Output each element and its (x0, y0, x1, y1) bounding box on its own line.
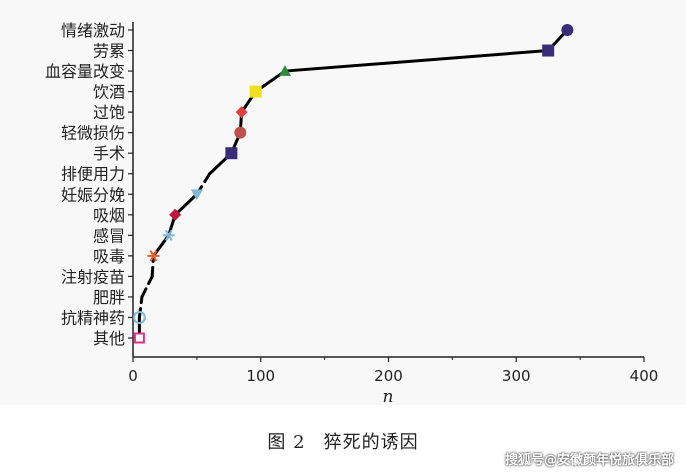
x-tick-label: 0 (128, 367, 138, 385)
y-tick-label: 轻微损伤 (61, 124, 125, 143)
data-point-15 (542, 44, 555, 57)
data-point-14 (279, 65, 292, 76)
data-point-7 (169, 208, 182, 221)
y-tick-label: 妊娠分娩 (61, 185, 125, 204)
axes (128, 22, 645, 362)
data-point-16 (561, 24, 574, 36)
watermark: 搜狐号@安徽颜年悦旅俱乐部 (504, 453, 674, 468)
data-point-1 (133, 332, 145, 344)
chart-area: 其他 抗精神药 肥胖 注射疫苗 吸毒 感冒 吸烟 妊娠分娩 排便用力 手术 轻微损伤 过饱 饮酒 血容量改… (44, 21, 659, 405)
y-tick-label: 情绪激动 (61, 21, 125, 40)
series-segment (140, 274, 154, 299)
x-tick-label: 400 (630, 367, 659, 385)
y-tick-label: 饮酒 (93, 83, 125, 102)
figure-caption: 图 2 猝死的诱因 (0, 428, 686, 454)
x-tick-label: 200 (374, 367, 403, 385)
y-tick-label: 吸烟 (93, 206, 125, 225)
x-tick-label: 100 (246, 367, 275, 385)
star-stroke (149, 250, 158, 262)
data-point-6 (162, 229, 175, 242)
y-tick-label: 过饱 (93, 103, 125, 122)
series-line (137, 28, 569, 340)
y-tick-label: 肥胖 (93, 288, 125, 307)
series-segment (173, 192, 199, 217)
star-stroke (164, 229, 173, 242)
x-axis-label: n (383, 387, 394, 405)
data-point-13 (249, 85, 262, 98)
y-tick-label: 注射疫苗 (61, 267, 125, 286)
series-segment (137, 295, 144, 319)
y-tick-label: 感冒 (93, 226, 125, 245)
y-tick-label: 吸毒 (93, 247, 125, 266)
data-point-5 (147, 250, 160, 262)
data-point-11 (234, 126, 247, 139)
y-tick-label: 手术 (93, 144, 125, 163)
series-segment (283, 49, 550, 73)
data-point-2 (132, 310, 146, 324)
series-segment (150, 254, 155, 278)
caption-title: 猝死的诱因 (323, 432, 419, 453)
data-point-10 (225, 147, 238, 160)
x-tick-labels: 0 100 200 300 400 (128, 367, 658, 385)
data-point-12 (235, 106, 248, 119)
y-tick-label: 劳累 (93, 42, 125, 61)
y-tick-label: 其他 (93, 329, 125, 348)
series-markers (132, 24, 574, 344)
y-tick-label: 血容量改变 (45, 62, 125, 81)
caption-label: 图 2 (267, 432, 306, 453)
data-point-8 (190, 189, 203, 201)
y-tick-label: 排便用力 (61, 165, 125, 184)
y-tick-label: 抗精神药 (61, 308, 125, 327)
x-tick-label: 300 (502, 367, 531, 385)
